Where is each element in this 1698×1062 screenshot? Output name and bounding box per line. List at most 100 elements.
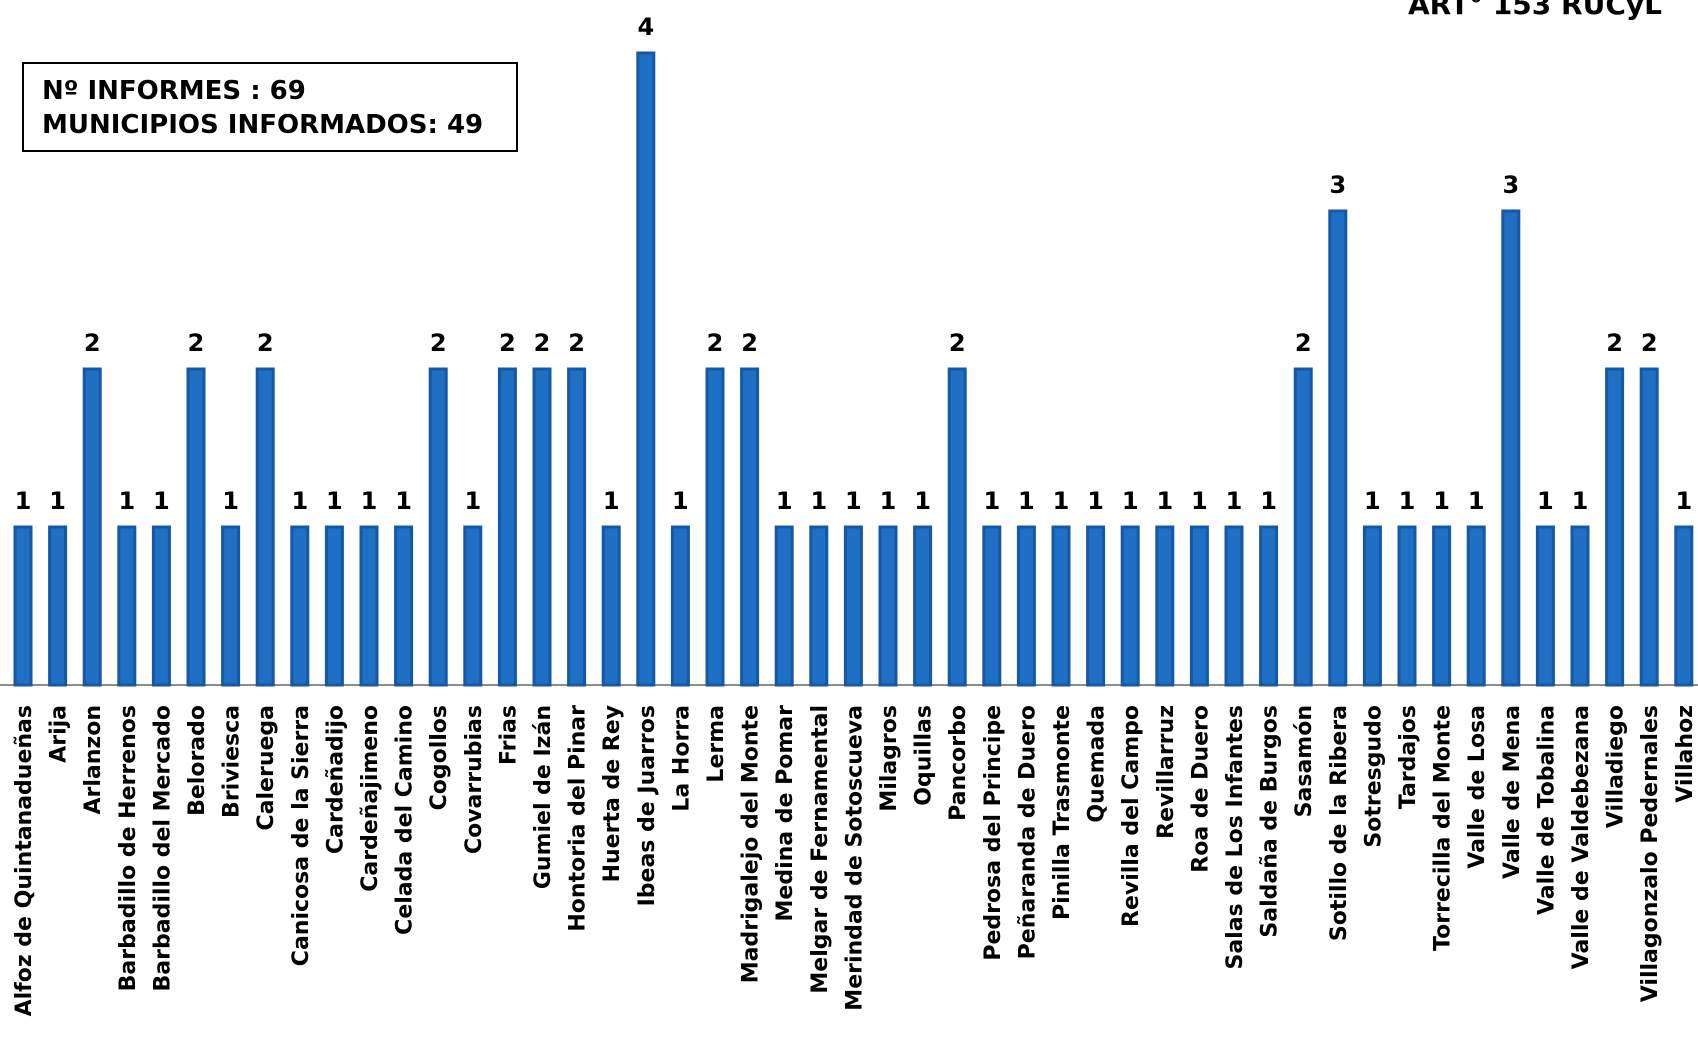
bar xyxy=(48,525,68,687)
data-label: 2 xyxy=(188,329,205,357)
data-label: 1 xyxy=(1537,487,1554,515)
bar xyxy=(1259,525,1279,687)
category-label: Saldaña de Burgos xyxy=(1258,705,1283,938)
category-label: Arija xyxy=(47,705,72,763)
bar xyxy=(1120,525,1140,687)
bar xyxy=(1397,525,1417,687)
bar xyxy=(1535,525,1555,687)
data-label: 2 xyxy=(741,329,758,357)
bar xyxy=(567,367,587,687)
data-label: 1 xyxy=(1572,487,1589,515)
data-label: 1 xyxy=(1468,487,1485,515)
category-label: Valle de Losa xyxy=(1465,705,1490,869)
category-label: Sotresgudo xyxy=(1361,705,1386,848)
category-label: Belorado xyxy=(185,705,210,816)
data-label: 1 xyxy=(983,487,1000,515)
bar xyxy=(1605,367,1625,687)
bar xyxy=(324,525,344,687)
data-label: 1 xyxy=(672,487,689,515)
bar xyxy=(1362,525,1382,687)
data-label: 1 xyxy=(464,487,481,515)
data-label: 1 xyxy=(1364,487,1381,515)
chart-title: ART° 153 RUCyL xyxy=(1408,0,1662,21)
bar xyxy=(359,525,379,687)
data-label: 1 xyxy=(1226,487,1243,515)
data-label: 2 xyxy=(1295,329,1312,357)
category-label: Barbadillo de Herrenos xyxy=(116,705,141,991)
category-label: Quemada xyxy=(1085,705,1110,823)
category-label: Milagros xyxy=(877,705,902,812)
data-label: 2 xyxy=(499,329,516,357)
bar xyxy=(636,51,656,687)
data-label: 1 xyxy=(222,487,239,515)
data-label: 1 xyxy=(1053,487,1070,515)
data-label: 1 xyxy=(1399,487,1416,515)
data-label: 1 xyxy=(361,487,378,515)
category-label: Alfoz de Quintanadueñas xyxy=(12,705,37,1016)
bar xyxy=(1570,525,1590,687)
category-label: Villadiego xyxy=(1604,705,1629,828)
category-label: Valle de Mena xyxy=(1500,705,1525,879)
bar xyxy=(1639,367,1659,687)
data-label: 1 xyxy=(776,487,793,515)
category-label: Covarrubias xyxy=(462,705,487,854)
data-label: 1 xyxy=(1675,487,1692,515)
data-label: 1 xyxy=(395,487,412,515)
bar xyxy=(186,367,206,687)
data-label: 1 xyxy=(914,487,931,515)
bar xyxy=(1016,525,1036,687)
data-label: 1 xyxy=(1018,487,1035,515)
category-label: Barbadillo del Mercado xyxy=(150,705,175,991)
data-label: 1 xyxy=(118,487,135,515)
bar xyxy=(913,525,933,687)
data-label: 2 xyxy=(568,329,585,357)
category-label: Revillarruz xyxy=(1154,705,1179,839)
bar xyxy=(255,367,275,687)
bar xyxy=(463,525,483,687)
category-label: Tardajos xyxy=(1396,705,1421,809)
category-label: Briviesca xyxy=(220,705,245,818)
bar xyxy=(1051,525,1071,687)
data-label: 1 xyxy=(153,487,170,515)
category-label: Melgar de Fernamental xyxy=(808,705,833,994)
data-label: 2 xyxy=(949,329,966,357)
bar xyxy=(532,367,552,687)
bar xyxy=(982,525,1002,687)
data-label: 2 xyxy=(534,329,551,357)
data-label: 1 xyxy=(15,487,32,515)
category-label: Villahoz xyxy=(1673,705,1698,803)
bar xyxy=(1224,525,1244,687)
category-label: Lerma xyxy=(704,705,729,783)
data-label: 1 xyxy=(845,487,862,515)
bar xyxy=(670,525,690,687)
category-label: Celada del Camino xyxy=(393,705,418,935)
category-label: Cardeñajimeno xyxy=(358,705,383,892)
data-label: 2 xyxy=(1641,329,1658,357)
bar xyxy=(151,525,171,687)
category-label: Ibeas de Juarros xyxy=(635,705,660,906)
category-label: Revilla del Campo xyxy=(1119,705,1144,927)
informes-count-text: Nº INFORMES : 69 xyxy=(42,76,306,106)
data-label: 2 xyxy=(430,329,447,357)
data-label: 3 xyxy=(1502,171,1519,199)
data-label: 1 xyxy=(326,487,343,515)
category-label: Pinilla Trasmonte xyxy=(1050,705,1075,920)
data-label: 1 xyxy=(291,487,308,515)
category-label: Valle de Valdebezana xyxy=(1569,705,1594,969)
category-label: Huerta de Rey xyxy=(600,705,625,882)
bar xyxy=(774,525,794,687)
bar xyxy=(1189,525,1209,687)
category-label: Merindad de Sotoscueva xyxy=(842,705,867,1011)
category-label: Medina de Pomar xyxy=(773,705,798,922)
data-label: 1 xyxy=(49,487,66,515)
category-label: Pancorbo xyxy=(946,705,971,821)
bar xyxy=(705,367,725,687)
category-label: Pedrosa del Principe xyxy=(981,705,1006,961)
bar xyxy=(843,525,863,687)
category-label: Hontoria del Pinar xyxy=(566,705,591,932)
bar xyxy=(1086,525,1106,687)
category-label: Madrigalejo del Monte xyxy=(739,705,764,983)
data-label: 1 xyxy=(1156,487,1173,515)
data-label: 1 xyxy=(1191,487,1208,515)
bar xyxy=(13,525,33,687)
